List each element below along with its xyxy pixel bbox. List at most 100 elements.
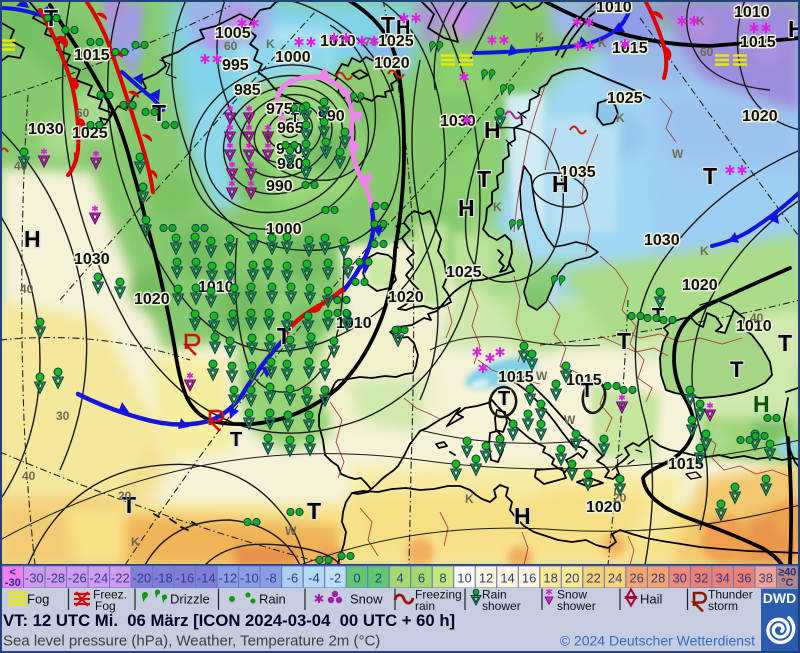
svg-text:-14: -14 bbox=[197, 571, 216, 586]
svg-text:K: K bbox=[465, 492, 474, 506]
svg-text:10: 10 bbox=[457, 571, 471, 586]
svg-text:Drizzle: Drizzle bbox=[170, 592, 210, 607]
svg-text:K: K bbox=[598, 36, 607, 50]
svg-text:24: 24 bbox=[608, 571, 622, 586]
svg-text:-24: -24 bbox=[89, 571, 108, 586]
svg-text:-22: -22 bbox=[111, 571, 130, 586]
svg-text:K: K bbox=[700, 244, 709, 258]
svg-text:965: 965 bbox=[277, 120, 304, 137]
svg-text:22: 22 bbox=[586, 571, 600, 586]
svg-text:T: T bbox=[122, 492, 136, 518]
svg-text:T: T bbox=[291, 110, 299, 125]
svg-text:40: 40 bbox=[20, 282, 34, 296]
svg-text:12: 12 bbox=[479, 571, 493, 586]
svg-text:1000: 1000 bbox=[275, 49, 311, 66]
svg-text:18: 18 bbox=[543, 571, 557, 586]
svg-text:Snow: Snow bbox=[557, 588, 587, 602]
svg-text:1015: 1015 bbox=[498, 369, 534, 386]
svg-text:1025: 1025 bbox=[607, 90, 643, 107]
svg-text:1015: 1015 bbox=[74, 47, 110, 64]
svg-text:H: H bbox=[396, 17, 410, 39]
svg-text:Fog: Fog bbox=[95, 599, 116, 613]
svg-text:1035: 1035 bbox=[560, 164, 596, 181]
svg-text:1015: 1015 bbox=[740, 34, 776, 51]
svg-text:8: 8 bbox=[439, 571, 446, 586]
svg-text:H: H bbox=[458, 195, 475, 221]
svg-text:32: 32 bbox=[694, 571, 708, 586]
svg-text:storm: storm bbox=[708, 599, 738, 613]
svg-text:-6: -6 bbox=[287, 571, 299, 586]
svg-text:shower: shower bbox=[482, 599, 521, 613]
svg-text:K: K bbox=[535, 30, 544, 44]
svg-text:H: H bbox=[788, 16, 800, 42]
svg-text:K: K bbox=[696, 14, 705, 28]
svg-text:VT: 12 UTC Mi. 06 März [ICON: VT: 12 UTC Mi. 06 März [ICON 2024-03-04 … bbox=[3, 611, 455, 630]
svg-text:1015: 1015 bbox=[566, 372, 602, 389]
svg-text:60: 60 bbox=[224, 39, 238, 53]
svg-text:DWD: DWD bbox=[763, 590, 796, 606]
svg-text:T: T bbox=[581, 380, 593, 402]
svg-text:Thunder: Thunder bbox=[708, 588, 753, 602]
svg-text:-10: -10 bbox=[240, 571, 259, 586]
svg-text:-16: -16 bbox=[175, 571, 194, 586]
svg-text:4: 4 bbox=[396, 571, 403, 586]
svg-text:1010: 1010 bbox=[336, 315, 372, 332]
svg-text:T: T bbox=[477, 166, 491, 192]
svg-text:K: K bbox=[616, 111, 625, 125]
svg-text:H: H bbox=[753, 391, 770, 417]
svg-text:60: 60 bbox=[76, 106, 90, 120]
svg-text:985: 985 bbox=[234, 82, 261, 99]
svg-text:Freez.: Freez. bbox=[93, 588, 127, 602]
svg-text:1005: 1005 bbox=[215, 25, 251, 42]
svg-text:°C: °C bbox=[781, 577, 793, 589]
svg-text:shower: shower bbox=[557, 599, 596, 613]
svg-text:T: T bbox=[152, 100, 166, 126]
svg-text:T: T bbox=[617, 328, 631, 354]
svg-text:2: 2 bbox=[375, 571, 382, 586]
svg-text:1020: 1020 bbox=[586, 499, 622, 516]
svg-text:1030: 1030 bbox=[644, 232, 680, 249]
svg-text:-12: -12 bbox=[218, 571, 237, 586]
svg-text:H: H bbox=[514, 503, 531, 529]
svg-text:H: H bbox=[552, 171, 569, 197]
svg-text:34: 34 bbox=[715, 571, 729, 586]
svg-text:-18: -18 bbox=[154, 571, 173, 586]
svg-text:T: T bbox=[230, 429, 242, 451]
svg-text:30: 30 bbox=[672, 571, 686, 586]
svg-text:1025: 1025 bbox=[378, 33, 414, 50]
svg-text:H: H bbox=[24, 226, 41, 252]
svg-text:Snow: Snow bbox=[350, 592, 383, 607]
svg-text:<: < bbox=[10, 567, 16, 579]
svg-text:38: 38 bbox=[758, 571, 772, 586]
svg-text:W: W bbox=[564, 413, 576, 427]
svg-text:26: 26 bbox=[629, 571, 643, 586]
svg-text:T: T bbox=[703, 163, 717, 189]
svg-text:-30: -30 bbox=[5, 577, 21, 589]
svg-text:1020: 1020 bbox=[374, 55, 410, 72]
svg-text:-2: -2 bbox=[330, 571, 342, 586]
svg-text:1025: 1025 bbox=[446, 264, 482, 281]
svg-text:0: 0 bbox=[353, 571, 360, 586]
svg-text:20: 20 bbox=[565, 571, 579, 586]
svg-text:1020: 1020 bbox=[742, 108, 778, 125]
svg-text:-28: -28 bbox=[46, 571, 65, 586]
svg-text:990: 990 bbox=[266, 178, 293, 195]
svg-text:-30: -30 bbox=[25, 571, 44, 586]
svg-text:30: 30 bbox=[56, 409, 70, 423]
svg-text:Sea level pressure (hPa), Weat: Sea level pressure (hPa), Weather, Tempe… bbox=[3, 633, 380, 650]
svg-text:40: 40 bbox=[750, 311, 764, 325]
svg-text:40: 40 bbox=[22, 469, 36, 483]
svg-text:-4: -4 bbox=[308, 571, 320, 586]
svg-text:K: K bbox=[493, 200, 502, 214]
svg-text:rain: rain bbox=[415, 599, 435, 613]
svg-text:14: 14 bbox=[500, 571, 514, 586]
svg-text:40: 40 bbox=[14, 159, 28, 173]
svg-text:1030: 1030 bbox=[28, 121, 64, 138]
svg-text:K: K bbox=[266, 37, 275, 51]
svg-text:36: 36 bbox=[737, 571, 751, 586]
svg-text:975: 975 bbox=[266, 101, 293, 118]
svg-text:T: T bbox=[307, 498, 321, 524]
svg-text:Hail: Hail bbox=[640, 592, 663, 607]
svg-text:1015: 1015 bbox=[612, 40, 648, 57]
svg-text:1030: 1030 bbox=[74, 251, 110, 268]
